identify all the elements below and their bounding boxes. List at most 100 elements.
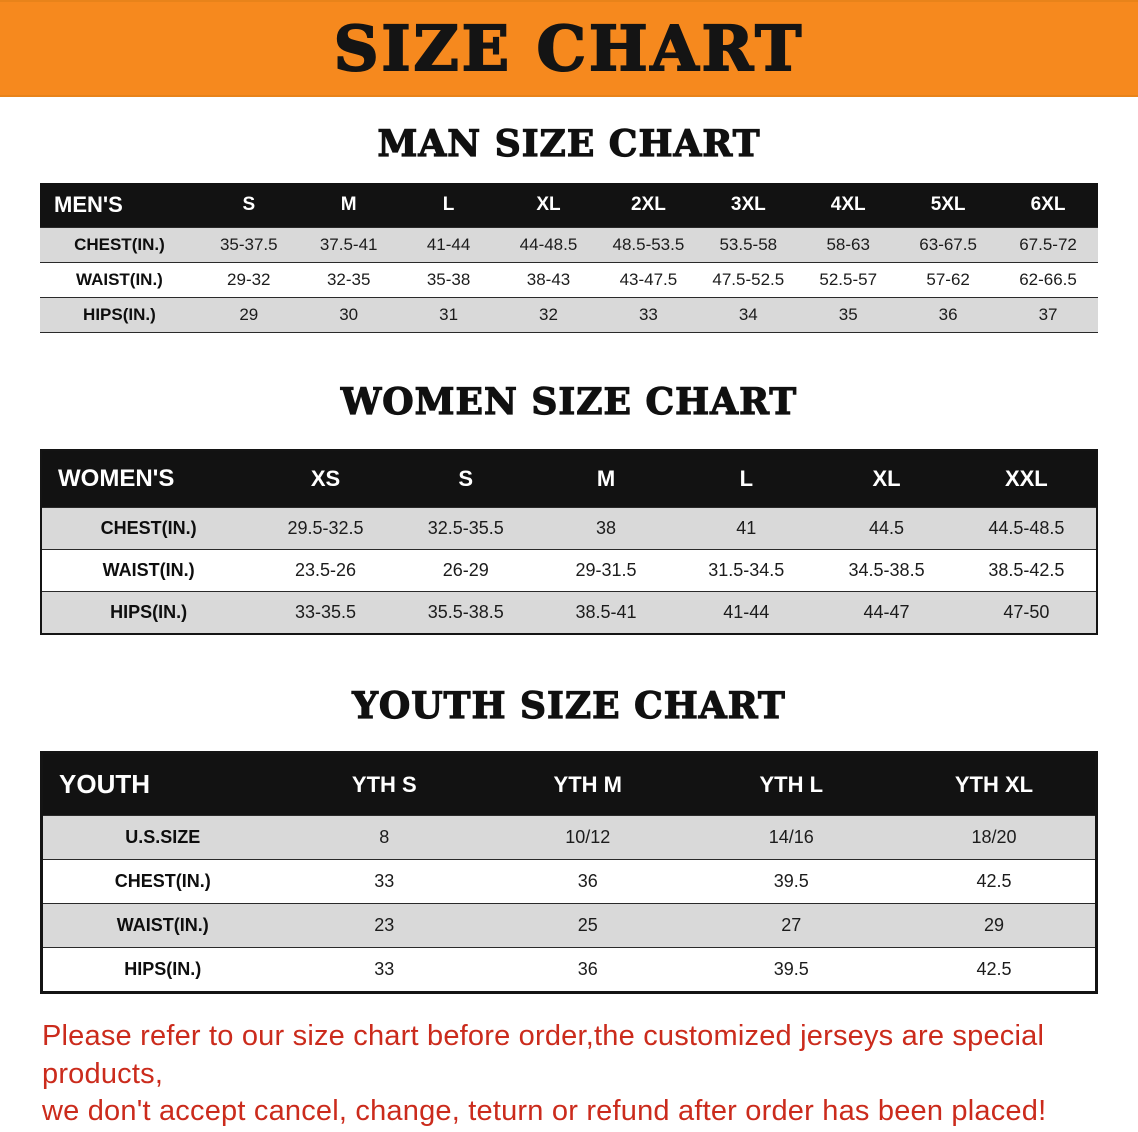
table-row: CHEST(IN.) 29.5-32.5 32.5-35.5 38 41 44.5 44.5… [41,507,1097,550]
size-header-cell: XS [255,450,396,508]
value-cell: 30 [298,297,399,333]
row-label-cell: WAIST(IN.) [40,262,199,298]
order-notice: Please refer to our size chart before or… [40,1018,1098,1131]
value-cell: 26-29 [395,549,536,592]
value-cell: 44.5-48.5 [956,507,1097,550]
value-cell: 18/20 [893,815,1097,860]
row-label-cell: CHEST(IN.) [40,227,199,263]
value-cell: 32.5-35.5 [395,507,536,550]
table-header-row: WOMEN'S XS S M L XL XXL [41,450,1097,508]
size-header-cell: XL [498,183,599,228]
value-cell: 36 [486,947,690,993]
value-cell: 41-44 [676,591,817,635]
value-cell: 35-37.5 [198,227,299,263]
value-cell: 57-62 [898,262,999,298]
youth-section: YOUTH SIZE CHART YOUTH YTH S YTH M YTH L YTH… [40,684,1098,994]
value-cell: 29 [893,903,1097,948]
value-cell: 47-50 [956,591,1097,635]
value-cell: 23 [282,903,487,948]
value-cell: 43-47.5 [598,262,699,298]
womens-section: WOMEN SIZE CHART WOMEN'S XS S M L XL XXL CHEST(… [40,380,1098,635]
size-header-cell: 4XL [798,183,899,228]
value-cell: 29 [198,297,299,333]
value-cell: 38.5-42.5 [956,549,1097,592]
table-row: CHEST(IN.) 33 36 39.5 42.5 [41,859,1097,904]
value-cell: 44-48.5 [498,227,599,263]
value-cell: 38 [535,507,677,550]
value-cell: 33-35.5 [255,591,396,635]
size-header-cell: L [398,183,499,228]
value-cell: 39.5 [689,859,893,904]
row-label-cell: CHEST(IN.) [41,507,256,550]
size-header-cell: 3XL [698,183,799,228]
value-cell: 44.5 [816,507,957,550]
size-header-cell: XXL [956,450,1097,508]
value-cell: 67.5-72 [998,227,1098,263]
value-cell: 25 [486,903,690,948]
table-row: HIPS(IN.) 33-35.5 35.5-38.5 38.5-41 41-44 44-… [41,591,1097,635]
size-header-cell: XL [816,450,957,508]
value-cell: 31 [398,297,499,333]
size-chart-banner: SIZE CHART [0,0,1138,97]
value-cell: 53.5-58 [698,227,799,263]
value-cell: 32-35 [298,262,399,298]
value-cell: 41 [676,507,817,550]
value-cell: 8 [282,815,487,860]
size-header-cell: M [298,183,399,228]
value-cell: 58-63 [798,227,899,263]
size-header-cell: 5XL [898,183,999,228]
table-row: WAIST(IN.) 23.5-26 26-29 29-31.5 31.5-34.5 34… [41,549,1097,592]
value-cell: 42.5 [893,859,1097,904]
value-cell: 29.5-32.5 [255,507,396,550]
value-cell: 34 [698,297,799,333]
value-cell: 33 [282,947,487,993]
banner-title: SIZE CHART [333,11,805,85]
youth-section-heading: YOUTH SIZE CHART [352,684,786,727]
value-cell: 33 [598,297,699,333]
womens-size-table: WOMEN'S XS S M L XL XXL CHEST(IN.) 29.5-32.5 32.5… [40,449,1098,635]
value-cell: 37.5-41 [298,227,399,263]
value-cell: 31.5-34.5 [676,549,817,592]
size-header-cell: 2XL [598,183,699,228]
value-cell: 34.5-38.5 [816,549,957,592]
value-cell: 38-43 [498,262,599,298]
table-header-row: MEN'S S M L XL 2XL 3XL 4XL 5XL 6XL [40,183,1098,228]
size-header-cell: M [535,450,677,508]
row-label-cell: HIPS(IN.) [41,591,256,635]
value-cell: 38.5-41 [535,591,677,635]
value-cell: 35 [798,297,899,333]
row-label-cell: WAIST(IN.) [41,903,283,948]
size-header-cell: YTH XL [893,752,1097,816]
value-cell: 35.5-38.5 [395,591,536,635]
size-header-cell: 6XL [998,183,1098,228]
row-label-cell: HIPS(IN.) [40,297,199,333]
value-cell: 42.5 [893,947,1097,993]
row-label-cell: WAIST(IN.) [41,549,256,592]
value-cell: 62-66.5 [998,262,1098,298]
notice-line-1: Please refer to our size chart before or… [42,1020,1045,1090]
table-row: WAIST(IN.) 23 25 27 29 [41,903,1097,948]
table-title-cell: YOUTH [41,752,283,816]
table-row: HIPS(IN.) 33 36 39.5 42.5 [41,947,1097,993]
value-cell: 36 [898,297,999,333]
value-cell: 41-44 [398,227,499,263]
value-cell: 47.5-52.5 [698,262,799,298]
value-cell: 33 [282,859,487,904]
value-cell: 48.5-53.5 [598,227,699,263]
value-cell: 52.5-57 [798,262,899,298]
size-header-cell: YTH L [689,752,893,816]
value-cell: 35-38 [398,262,499,298]
table-title-cell: WOMEN'S [41,450,256,508]
value-cell: 29-31.5 [535,549,677,592]
mens-size-table: MEN'S S M L XL 2XL 3XL 4XL 5XL 6XL CHEST(IN.) 35-37… [40,183,1098,333]
table-row: U.S.SIZE 8 10/12 14/16 18/20 [41,815,1097,860]
table-row: HIPS(IN.) 29 30 31 32 33 34 35 36 37 [40,297,1098,333]
womens-section-heading: WOMEN SIZE CHART [340,380,798,423]
value-cell: 32 [498,297,599,333]
size-header-cell: YTH S [282,752,487,816]
size-header-cell: S [395,450,536,508]
page-content: MAN SIZE CHART MEN'S S M L XL 2XL 3XL 4XL 5XL 6XL… [0,122,1138,1131]
size-header-cell: YTH M [486,752,690,816]
value-cell: 23.5-26 [255,549,396,592]
youth-size-table: YOUTH YTH S YTH M YTH L YTH XL U.S.SIZE 8 10/12… [40,751,1098,994]
